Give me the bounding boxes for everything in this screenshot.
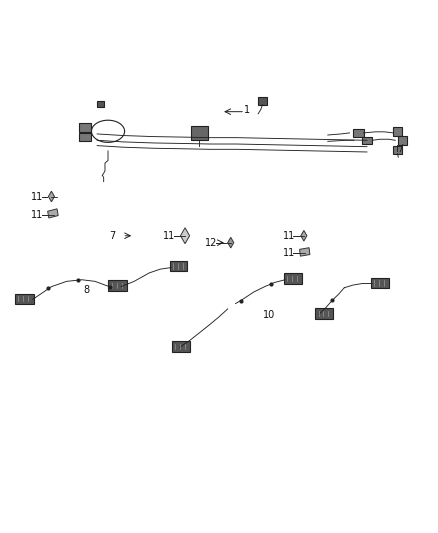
FancyBboxPatch shape [97, 101, 104, 108]
Bar [300, 248, 310, 256]
Text: 10: 10 [263, 310, 275, 320]
Polygon shape [48, 191, 54, 202]
FancyBboxPatch shape [392, 127, 402, 135]
FancyBboxPatch shape [15, 294, 34, 304]
FancyBboxPatch shape [392, 146, 402, 154]
Text: 1: 1 [244, 105, 251, 115]
FancyBboxPatch shape [79, 123, 91, 132]
FancyBboxPatch shape [371, 278, 389, 288]
Polygon shape [180, 228, 190, 244]
Polygon shape [228, 237, 234, 248]
Text: 11: 11 [283, 248, 295, 258]
Text: 12: 12 [205, 238, 218, 248]
Text: 11: 11 [31, 209, 43, 220]
FancyBboxPatch shape [353, 129, 364, 136]
Text: 7: 7 [109, 231, 116, 241]
Polygon shape [301, 230, 307, 241]
Text: 11: 11 [31, 191, 43, 201]
Text: 11: 11 [283, 231, 295, 241]
FancyBboxPatch shape [258, 97, 267, 105]
Bar [48, 209, 58, 218]
FancyBboxPatch shape [191, 126, 208, 140]
FancyBboxPatch shape [109, 280, 127, 291]
Text: 11: 11 [163, 231, 175, 241]
Text: 8: 8 [83, 285, 89, 295]
FancyBboxPatch shape [79, 133, 91, 141]
FancyBboxPatch shape [172, 341, 190, 352]
FancyBboxPatch shape [284, 273, 302, 284]
FancyBboxPatch shape [361, 136, 372, 144]
FancyBboxPatch shape [315, 309, 333, 319]
FancyBboxPatch shape [398, 136, 407, 144]
FancyBboxPatch shape [170, 261, 187, 271]
